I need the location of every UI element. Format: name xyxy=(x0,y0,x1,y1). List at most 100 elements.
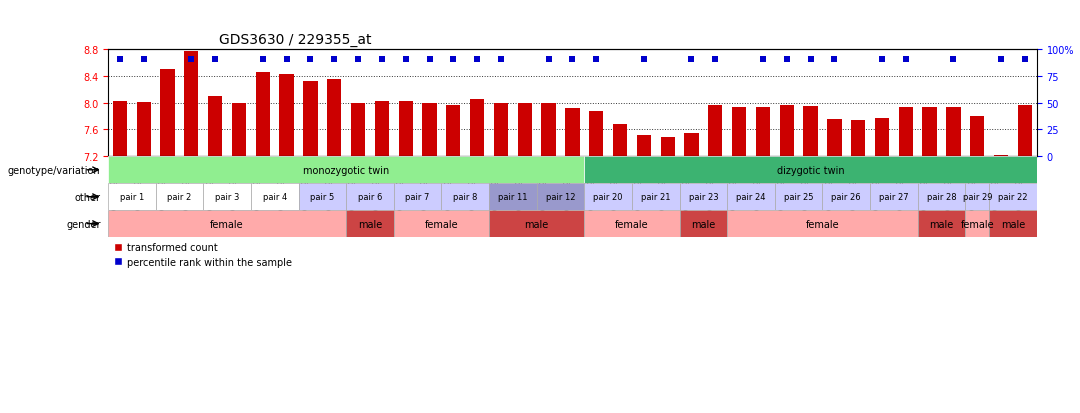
Text: pair 3: pair 3 xyxy=(215,193,240,202)
Bar xyxy=(422,103,436,157)
Bar xyxy=(774,184,823,211)
Bar xyxy=(918,184,966,211)
Bar xyxy=(922,108,936,157)
Text: dizygotic twin: dizygotic twin xyxy=(777,165,845,176)
Bar xyxy=(918,211,966,237)
Text: pair 24: pair 24 xyxy=(737,193,766,202)
Text: female: female xyxy=(211,219,244,229)
Bar xyxy=(489,184,537,211)
Bar xyxy=(827,120,841,157)
Bar xyxy=(136,102,151,157)
Legend: transformed count, percentile rank within the sample: transformed count, percentile rank withi… xyxy=(113,242,293,267)
Bar xyxy=(1017,105,1032,157)
Bar xyxy=(875,119,889,157)
FancyBboxPatch shape xyxy=(108,157,584,184)
Bar xyxy=(208,97,222,157)
Bar xyxy=(708,106,723,157)
Bar xyxy=(298,184,347,211)
Bar xyxy=(946,108,960,157)
Text: pair 22: pair 22 xyxy=(998,193,1028,202)
Bar xyxy=(327,80,341,157)
Text: pair 7: pair 7 xyxy=(405,193,430,202)
Bar xyxy=(756,107,770,157)
Text: male: male xyxy=(1001,219,1025,229)
Bar xyxy=(232,103,246,157)
Bar xyxy=(442,184,489,211)
Text: female: female xyxy=(960,219,994,229)
Bar xyxy=(161,70,175,157)
Bar xyxy=(470,100,484,157)
Bar xyxy=(823,184,870,211)
Bar xyxy=(494,103,508,157)
Text: pair 27: pair 27 xyxy=(879,193,908,202)
Text: pair 2: pair 2 xyxy=(167,193,191,202)
Text: male: male xyxy=(357,219,382,229)
Bar xyxy=(661,138,675,157)
Bar xyxy=(989,211,1037,237)
Bar xyxy=(565,109,580,157)
Bar xyxy=(780,106,794,157)
Text: pair 29: pair 29 xyxy=(962,193,993,202)
Bar xyxy=(351,103,365,157)
Bar xyxy=(537,184,584,211)
Text: pair 11: pair 11 xyxy=(498,193,528,202)
Bar xyxy=(399,102,413,157)
Bar xyxy=(727,211,918,237)
Bar xyxy=(732,107,746,157)
Bar xyxy=(446,105,460,157)
Bar xyxy=(589,112,604,157)
Bar xyxy=(851,121,865,157)
Text: pair 21: pair 21 xyxy=(642,193,671,202)
Bar xyxy=(870,184,918,211)
Bar xyxy=(280,75,294,157)
Bar xyxy=(584,184,632,211)
Text: pair 4: pair 4 xyxy=(262,193,287,202)
Bar xyxy=(347,211,394,237)
Bar xyxy=(156,184,203,211)
Text: gender: gender xyxy=(66,219,100,229)
Bar xyxy=(394,211,489,237)
Bar xyxy=(637,135,651,157)
Bar xyxy=(679,184,727,211)
Text: male: male xyxy=(525,219,549,229)
Bar xyxy=(489,211,584,237)
Text: pair 1: pair 1 xyxy=(120,193,144,202)
Bar xyxy=(727,184,774,211)
Bar xyxy=(989,184,1037,211)
Text: pair 26: pair 26 xyxy=(832,193,861,202)
Bar xyxy=(251,184,298,211)
Text: monozygotic twin: monozygotic twin xyxy=(303,165,389,176)
Bar xyxy=(966,184,989,211)
Text: pair 20: pair 20 xyxy=(593,193,623,202)
Bar xyxy=(584,211,679,237)
Text: female: female xyxy=(616,219,649,229)
Text: pair 23: pair 23 xyxy=(689,193,718,202)
Text: pair 6: pair 6 xyxy=(357,193,382,202)
Bar xyxy=(685,134,699,157)
Text: pair 5: pair 5 xyxy=(310,193,335,202)
Bar xyxy=(804,107,818,157)
Bar xyxy=(112,102,127,157)
Bar xyxy=(108,211,347,237)
Bar xyxy=(679,211,727,237)
Bar xyxy=(303,82,318,157)
Text: male: male xyxy=(930,219,954,229)
Bar xyxy=(185,52,199,157)
Bar xyxy=(375,102,389,157)
Bar xyxy=(966,211,989,237)
Text: male: male xyxy=(691,219,716,229)
Text: pair 28: pair 28 xyxy=(927,193,957,202)
Text: GDS3630 / 229355_at: GDS3630 / 229355_at xyxy=(219,33,372,47)
Bar xyxy=(517,103,532,157)
Bar xyxy=(108,184,156,211)
Bar xyxy=(994,156,1009,157)
Bar xyxy=(632,184,679,211)
Bar xyxy=(347,184,394,211)
Text: female: female xyxy=(806,219,839,229)
Bar xyxy=(899,108,913,157)
Bar xyxy=(970,117,984,157)
Text: pair 12: pair 12 xyxy=(545,193,576,202)
Text: pair 25: pair 25 xyxy=(784,193,813,202)
Bar xyxy=(203,184,251,211)
Text: pair 8: pair 8 xyxy=(453,193,477,202)
